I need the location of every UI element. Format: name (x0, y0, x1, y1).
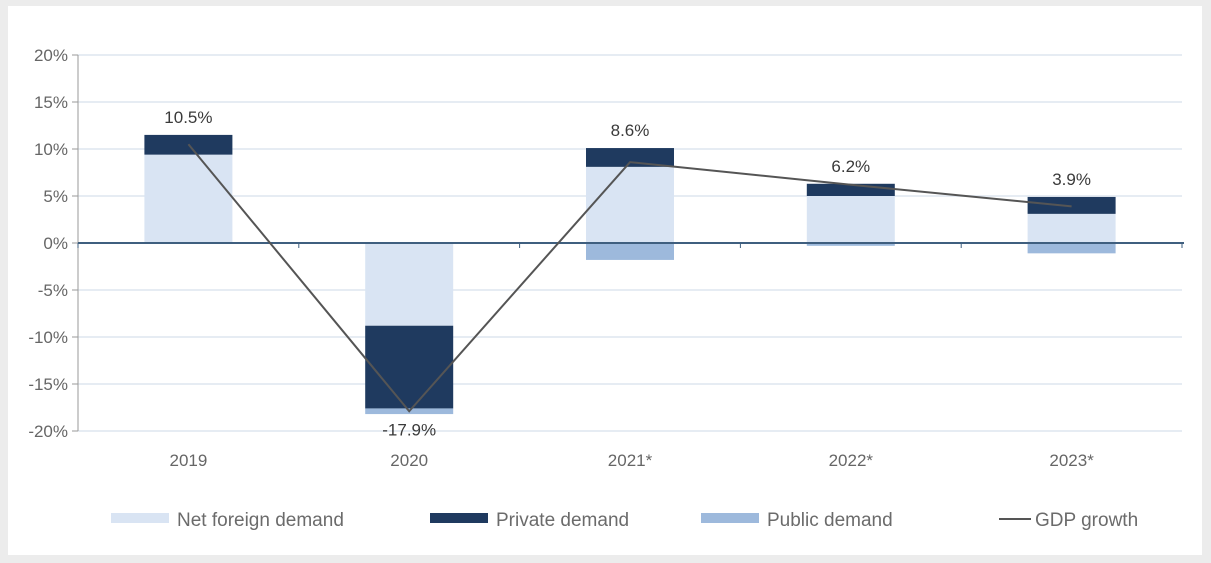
gdp-contribution-chart: 20% 15% 10% 5% 0% -5% -10% -15% -20% 10.5% -17.9%… (28, 46, 1184, 531)
y-tick-label: -5% (38, 281, 68, 300)
bar-public-demand-2022 (806, 243, 895, 246)
y-axis: 20% 15% 10% 5% 0% -5% -10% -15% -20% (28, 46, 79, 441)
x-category-label: 2022* (829, 451, 874, 470)
zero-axis (77, 242, 1184, 248)
bar-private-demand-2020 (365, 325, 454, 409)
bar-net-foreign-demand-2023 (1027, 213, 1116, 243)
legend-label-private-demand: Private demand (496, 510, 629, 531)
data-label-2020: -17.9% (382, 420, 436, 439)
legend-swatch-net-foreign-demand (111, 513, 169, 523)
y-tick-label: -20% (28, 422, 68, 441)
legend-swatch-public-demand (701, 513, 759, 523)
data-label-2023: 3.9% (1052, 170, 1091, 189)
x-category-label: 2021* (608, 451, 653, 470)
y-tick-label: 20% (34, 46, 68, 65)
y-tick-label: -10% (28, 328, 68, 347)
data-labels: 10.5% -17.9% 8.6% 6.2% 3.9% (164, 108, 1091, 439)
gdp-line (187, 143, 1072, 413)
bar-net-foreign-demand-2021 (586, 166, 674, 243)
y-tick-label: -15% (28, 375, 68, 394)
data-label-2021: 8.6% (611, 121, 650, 140)
bar-net-foreign-demand-2019 (144, 154, 233, 243)
legend: Net foreign demand Private demand Public d… (111, 510, 1138, 531)
data-label-2022: 6.2% (831, 157, 870, 176)
y-tick-label: 0% (43, 234, 68, 253)
bar-private-demand-2021 (586, 148, 674, 167)
legend-swatch-private-demand (430, 513, 488, 523)
y-tick-label: 5% (43, 187, 68, 206)
x-category-label: 2019 (169, 451, 207, 470)
data-label-2019: 10.5% (164, 108, 212, 127)
bars (144, 134, 1116, 415)
legend-label-net-foreign-demand: Net foreign demand (177, 510, 344, 531)
legend-label-public-demand: Public demand (767, 510, 893, 531)
x-axis: 2019 2020 2021* 2022* 2023* (169, 451, 1094, 470)
y-tick-label: 10% (34, 140, 68, 159)
bar-public-demand-2023 (1027, 243, 1116, 254)
bar-net-foreign-demand-2022 (806, 196, 895, 243)
chart-panel: 20% 15% 10% 5% 0% -5% -10% -15% -20% 10.5% -17.9%… (8, 6, 1202, 555)
gdp-growth-line (187, 143, 1072, 413)
bar-net-foreign-demand-2020 (365, 243, 454, 326)
bar-public-demand-2021 (586, 243, 674, 260)
legend-label-gdp-growth: GDP growth (1035, 510, 1138, 531)
x-category-label: 2020 (390, 451, 428, 470)
y-tick-label: 15% (34, 93, 68, 112)
x-category-label: 2023* (1049, 451, 1094, 470)
